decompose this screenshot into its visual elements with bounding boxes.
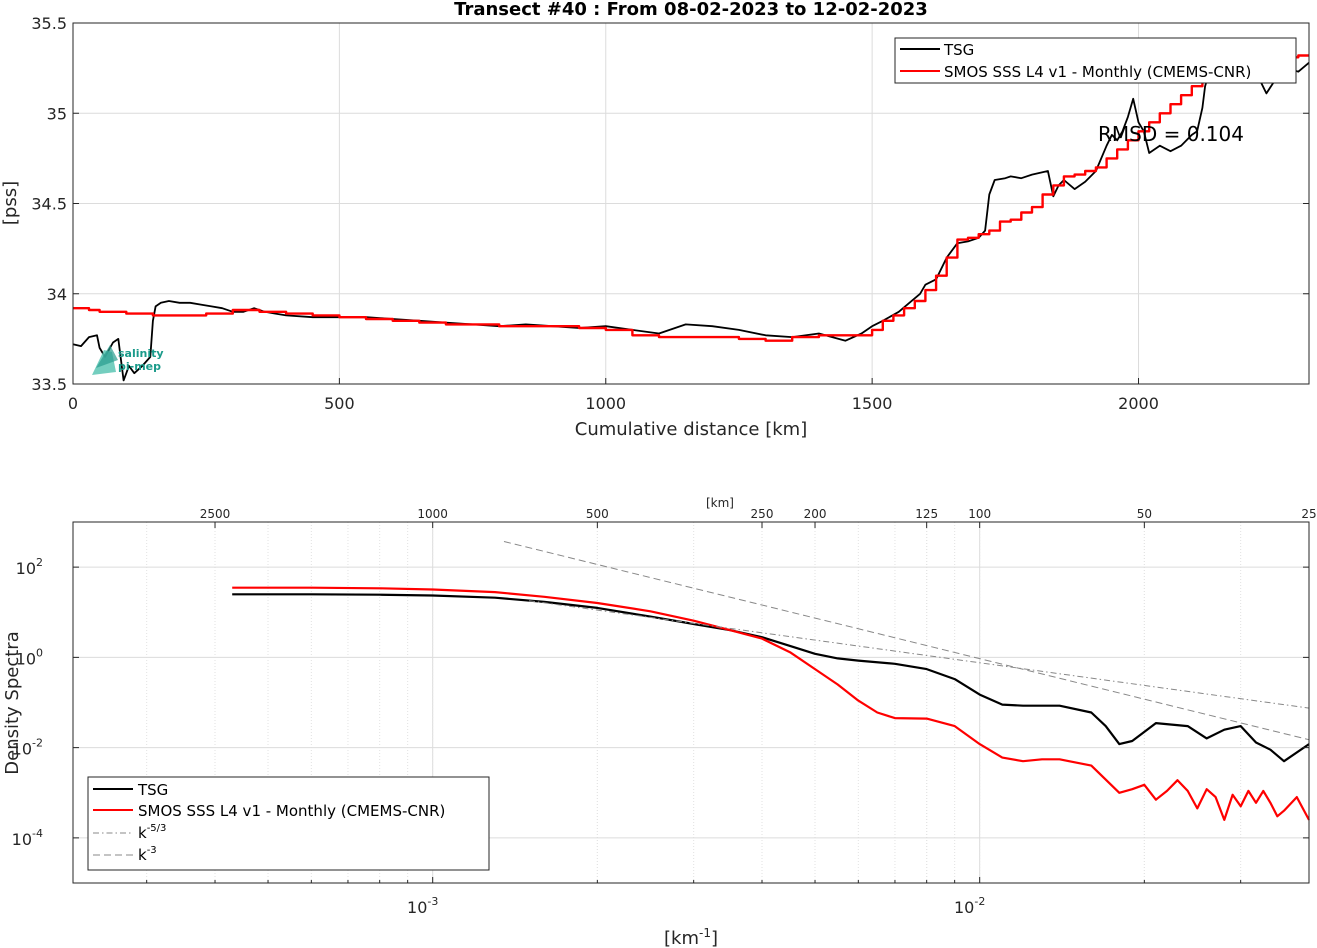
top-plot-series bbox=[72, 54, 1310, 382]
top-xtick-label: 1500 bbox=[852, 394, 893, 413]
bottom-legend: TSG SMOS SSS L4 v1 - Monthly (CMEMS-CNR)… bbox=[87, 776, 490, 871]
top-xtick-label: 2000 bbox=[1118, 394, 1159, 413]
top-plot-ylabel: [pss] bbox=[0, 181, 21, 225]
bottom-xtick-label: 10-2 bbox=[954, 895, 985, 917]
bottom-plot-series bbox=[232, 541, 1310, 821]
top-ytick-label: 34 bbox=[47, 285, 67, 304]
top-ytick-label: 34.5 bbox=[31, 195, 67, 214]
bottom-km-tick-label: 125 bbox=[915, 507, 938, 521]
top-legend-label-tsg: TSG bbox=[943, 41, 974, 59]
top-legend-label-smos: SMOS SSS L4 v1 - Monthly (CMEMS-CNR) bbox=[944, 63, 1251, 81]
bottom-km-tick-label: 100 bbox=[968, 507, 991, 521]
bottom-legend-label-k3: k-3 bbox=[138, 845, 157, 864]
top-legend-box bbox=[894, 37, 1297, 84]
bottom-ytick-label: 10-2 bbox=[12, 737, 43, 759]
bottom-km-tick-label: 25 bbox=[1301, 507, 1316, 521]
bottom-xtick-label: 10-3 bbox=[407, 895, 438, 917]
bottom-legend-box bbox=[87, 776, 490, 871]
top-series-smos-line bbox=[73, 54, 1309, 342]
bottom-plot-ticks: 10-3 10-2 2500 1000 500 250 200 125 100 50 25 10-4 1… bbox=[12, 507, 1317, 917]
top-ytick-label: 35.5 bbox=[31, 14, 67, 33]
bottom-km-tick-label: 50 bbox=[1137, 507, 1152, 521]
top-xtick-label: 1000 bbox=[585, 394, 626, 413]
top-series-tsg-line bbox=[72, 61, 1310, 382]
bottom-ytick-label: 102 bbox=[16, 556, 43, 578]
bottom-series-tsg-line bbox=[232, 593, 1310, 763]
top-xtick-label: 500 bbox=[324, 394, 355, 413]
logo-text-line2: pi-mep bbox=[118, 360, 161, 373]
top-plot-xlabel: Cumulative distance [km] bbox=[575, 419, 807, 440]
bottom-km-tick-label: 250 bbox=[751, 507, 774, 521]
logo-wave-icon bbox=[96, 345, 118, 368]
top-ytick-label: 33.5 bbox=[31, 375, 67, 394]
bottom-plot-xlabel: [km-1] bbox=[664, 926, 718, 948]
top-legend: TSG SMOS SSS L4 v1 - Monthly (CMEMS-CNR) bbox=[894, 37, 1297, 84]
top-plot-title: Transect #40 : From 08-02-2023 to 12-02-… bbox=[454, 0, 928, 20]
top-xtick-label: 0 bbox=[68, 394, 78, 413]
top-plot-ticks: 0 500 1000 1500 2000 33.5 34 34.5 35 35.5 bbox=[31, 14, 1309, 413]
bottom-plot-frame bbox=[72, 521, 1310, 884]
top-ytick-label: 35 bbox=[47, 104, 67, 123]
bottom-series-k53-line bbox=[528, 600, 1310, 709]
logo-text-line1: salinity bbox=[118, 347, 164, 360]
bottom-km-tick-label: 1000 bbox=[417, 507, 448, 521]
bottom-legend-label-k53: k-5/3 bbox=[138, 823, 166, 842]
bottom-plot-ylabel: Density Spectra bbox=[2, 631, 23, 774]
salinity-pimep-logo: salinity pi-mep bbox=[92, 345, 164, 375]
bottom-top-axis-label: [km] bbox=[706, 496, 734, 510]
bottom-km-tick-label: 500 bbox=[586, 507, 609, 521]
bottom-ytick-label: 10-4 bbox=[12, 827, 43, 849]
bottom-ytick-label: 100 bbox=[16, 646, 43, 668]
bottom-series-smos-line bbox=[232, 586, 1310, 821]
bottom-series-k3-line bbox=[503, 541, 1310, 741]
bottom-legend-label-smos: SMOS SSS L4 v1 - Monthly (CMEMS-CNR) bbox=[138, 802, 445, 820]
bottom-km-tick-label: 200 bbox=[804, 507, 827, 521]
bottom-km-tick-label: 2500 bbox=[200, 507, 231, 521]
bottom-legend-label-tsg: TSG bbox=[137, 781, 168, 799]
rmsd-annotation: RMSD = 0.104 bbox=[1098, 122, 1244, 146]
